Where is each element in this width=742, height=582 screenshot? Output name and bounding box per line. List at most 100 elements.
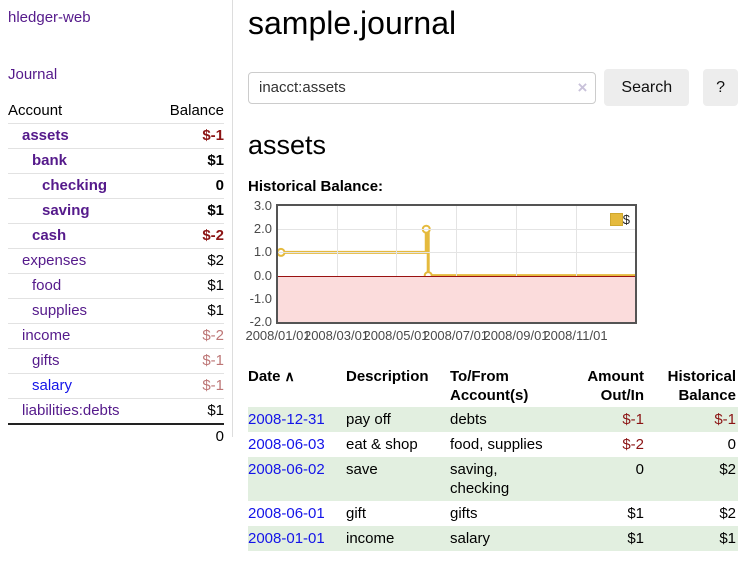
account-link[interactable]: supplies [32, 302, 88, 319]
gridline [336, 206, 338, 322]
account-balance: $2 [207, 252, 224, 269]
account-link[interactable]: cash [32, 227, 67, 244]
account-balance: $1 [207, 202, 224, 219]
zero-line [278, 275, 635, 277]
register-header-date[interactable]: Date ∧ [248, 368, 295, 385]
gridline [516, 206, 517, 322]
account-link[interactable]: food [32, 277, 62, 294]
transaction-date-link[interactable]: 2008-06-01 [248, 505, 325, 522]
account-link[interactable]: assets [22, 127, 69, 144]
sort-ascending-icon: ∧ [284, 368, 295, 384]
register-balance-cell: $2 [719, 505, 736, 522]
account-row: liabilities:debts $1 [8, 398, 224, 425]
account-name-cell: income [8, 324, 153, 349]
accounts-total-row: 0 [8, 424, 224, 449]
account-row: assets $-1 [8, 123, 224, 149]
register-description-cell: eat & shop [346, 436, 418, 453]
account-balance: $-2 [202, 327, 224, 344]
transaction-date-link[interactable]: 2008-06-02 [248, 461, 325, 478]
account-link[interactable]: salary [32, 377, 73, 394]
register-accounts-cell: gifts [450, 505, 478, 522]
register-header-description: Description [346, 368, 429, 385]
register-date-cell: 2008-01-01 [248, 526, 346, 551]
account-balance: $1 [207, 152, 224, 169]
register-accounts-cell: debts [450, 411, 487, 428]
account-row: supplies $1 [8, 298, 224, 324]
account-row: saving $1 [8, 198, 224, 224]
account-row: food $1 [8, 273, 224, 299]
account-link[interactable]: gifts [32, 352, 60, 369]
register-row: 2008-12-31 pay off debts $-1 $-1 [248, 407, 738, 432]
y-axis-tick-label: 1.0 [253, 244, 272, 260]
page-title: sample.journal [248, 5, 457, 41]
account-balance: $-1 [202, 352, 224, 369]
register-header-balance: Historical Balance [667, 368, 736, 404]
transaction-date-link[interactable]: 2008-12-31 [248, 411, 325, 428]
account-name-cell: expenses [8, 249, 153, 274]
help-button[interactable]: ? [703, 69, 738, 106]
app-title[interactable]: hledger-web [8, 9, 91, 26]
accounts-header-balance: Balance [169, 102, 224, 119]
account-row: income $-2 [8, 323, 224, 349]
transaction-date-link[interactable]: 2008-01-01 [248, 530, 325, 547]
x-axis-tick-label: 2008/01/01 [245, 328, 311, 343]
register-header-accounts: To/From Account(s) [450, 368, 529, 404]
accounts-total-value: 0 [215, 428, 224, 445]
clear-icon[interactable]: × [577, 77, 588, 97]
chart-heading: Historical Balance: [248, 178, 384, 195]
nav-journal-link[interactable]: Journal [8, 66, 58, 83]
register-row: 2008-06-03 eat & shop food, supplies $-2 0 [248, 432, 738, 457]
register-accounts-cell: salary [450, 530, 491, 547]
register-header-amount: Amount Out/In [587, 368, 644, 404]
y-axis-tick-label: 0.0 [253, 267, 272, 283]
search-input-wrap: × [248, 71, 597, 104]
account-balance: $-1 [202, 377, 224, 394]
account-heading: assets [248, 130, 327, 160]
x-axis-tick-label: 2008/09/01 [483, 328, 549, 343]
account-balance: $-2 [202, 227, 224, 244]
account-link[interactable]: income [22, 327, 71, 344]
account-name-cell: saving [8, 199, 153, 224]
account-name-cell: cash [8, 224, 153, 249]
accounts-table: Account Balance assets $-1 bank $1 checking 0… [8, 99, 224, 449]
account-link[interactable]: saving [42, 202, 90, 219]
account-name-cell: liabilities:debts [8, 399, 153, 425]
register-balance-cell: $1 [719, 530, 736, 547]
register-date-cell: 2008-06-03 [248, 432, 346, 457]
x-axis-tick-label: 2008/11/01 [543, 328, 608, 343]
legend-label: $ [622, 212, 630, 227]
account-name-cell: gifts [8, 349, 153, 374]
x-axis-tick-label: 2008/05/01 [363, 328, 429, 343]
y-axis-tick-label: 3.0 [253, 198, 272, 213]
search-button[interactable]: Search [604, 69, 690, 106]
register-row: 2008-06-01 gift gifts $1 $2 [248, 501, 738, 526]
register-accounts-cell: food, supplies [450, 436, 543, 453]
account-name-cell: food [8, 274, 153, 299]
account-row: expenses $2 [8, 248, 224, 274]
account-row: salary $-1 [8, 373, 224, 399]
x-axis-tick-label: 2008/03/01 [303, 328, 370, 343]
search-input[interactable] [248, 71, 597, 104]
account-link[interactable]: bank [32, 152, 68, 169]
account-name-cell: supplies [8, 299, 153, 324]
negative-region [278, 275, 635, 322]
accounts-header-row: Account Balance [8, 99, 224, 124]
historical-balance-chart: $ 3.0 2.0 1.0 0.0 -1.0 -2.0 2008/01/01 2008/03/… [245, 198, 738, 351]
register-amount-cell: $1 [627, 530, 644, 547]
x-axis-tick-label: 2008/07/01 [422, 328, 489, 343]
account-balance: $1 [207, 277, 224, 294]
account-link[interactable]: checking [42, 177, 108, 194]
register-amount-cell: $1 [627, 505, 644, 522]
accounts-total-spacer [8, 424, 153, 449]
register-date-cell: 2008-06-01 [248, 501, 346, 526]
transaction-date-link[interactable]: 2008-06-03 [248, 436, 325, 453]
search-form: × Search ? [248, 69, 738, 106]
account-link[interactable]: liabilities:debts [22, 402, 120, 419]
register-date-cell: 2008-12-31 [248, 407, 346, 432]
legend-swatch-icon [609, 213, 623, 226]
chart-plot-area: $ [276, 204, 637, 324]
accounts-header-account: Account [8, 102, 63, 119]
register-balance-cell: 0 [727, 436, 736, 453]
register-row: 2008-06-02 save saving, checking 0 $2 [248, 457, 738, 501]
account-link[interactable]: expenses [22, 252, 87, 269]
